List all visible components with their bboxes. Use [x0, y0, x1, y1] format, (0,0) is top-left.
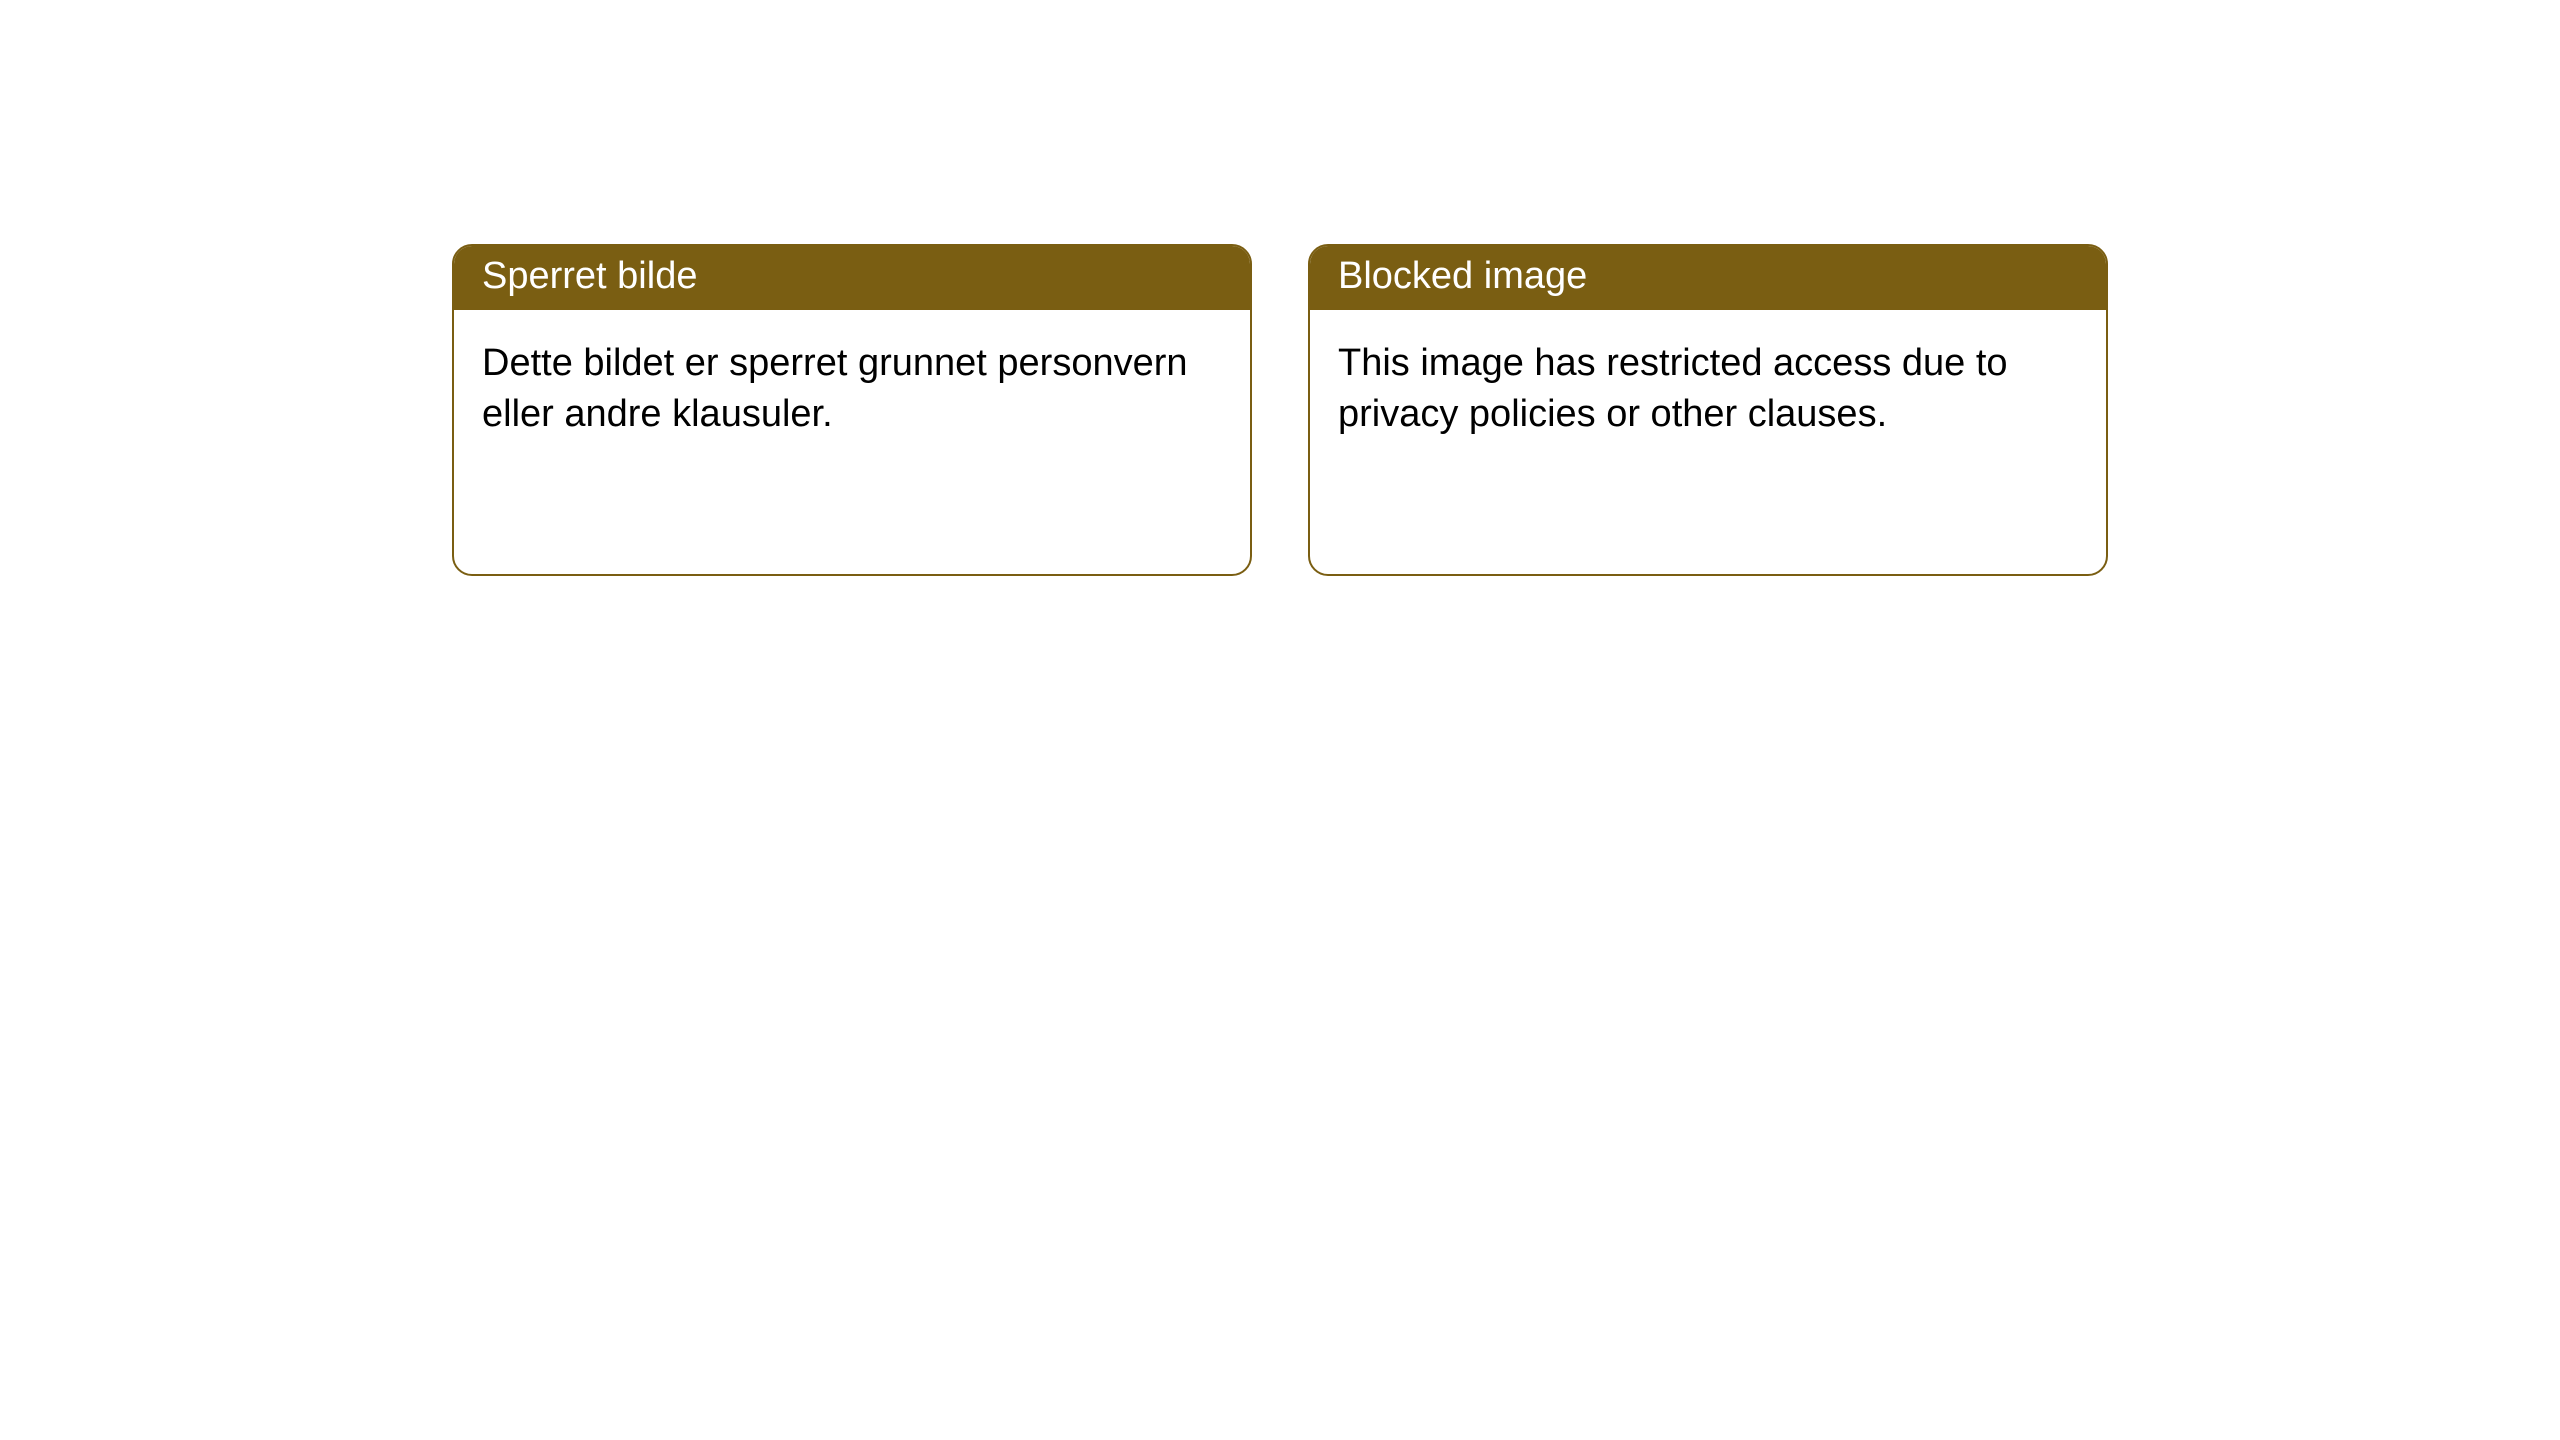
card-title-en: Blocked image [1310, 246, 2106, 310]
card-title-no: Sperret bilde [454, 246, 1250, 310]
card-body-no: Dette bildet er sperret grunnet personve… [454, 310, 1250, 469]
notice-cards-container: Sperret bilde Dette bildet er sperret gr… [0, 0, 2560, 576]
blocked-image-card-no: Sperret bilde Dette bildet er sperret gr… [452, 244, 1252, 576]
blocked-image-card-en: Blocked image This image has restricted … [1308, 244, 2108, 576]
card-body-en: This image has restricted access due to … [1310, 310, 2106, 469]
